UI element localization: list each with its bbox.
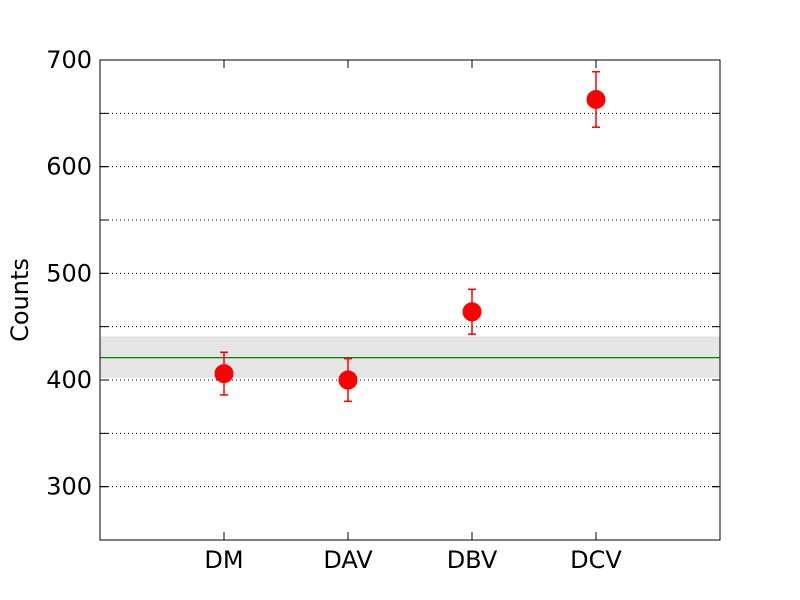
data-point [586,89,606,109]
data-point [338,370,358,390]
plot-frame [99,59,721,541]
data-point [214,364,234,384]
y-tick-label: 700 [46,46,92,74]
data-point [462,302,482,322]
series-layer [214,70,606,403]
y-tick-label: 500 [46,259,92,287]
x-tick-label: DBV [447,546,498,574]
y-tick-label: 300 [46,473,92,501]
y-tick-label: 400 [46,366,92,394]
y-axis-title: Counts [6,258,34,342]
x-tick-label: DM [204,546,243,574]
grid-layer [100,112,720,488]
x-tick-label: DAV [323,546,373,574]
tick-layer: 300 400 500 600 700 DM DAV DBV DCV [46,46,720,574]
y-tick-label: 600 [46,153,92,181]
x-tick-label: DCV [570,546,622,574]
